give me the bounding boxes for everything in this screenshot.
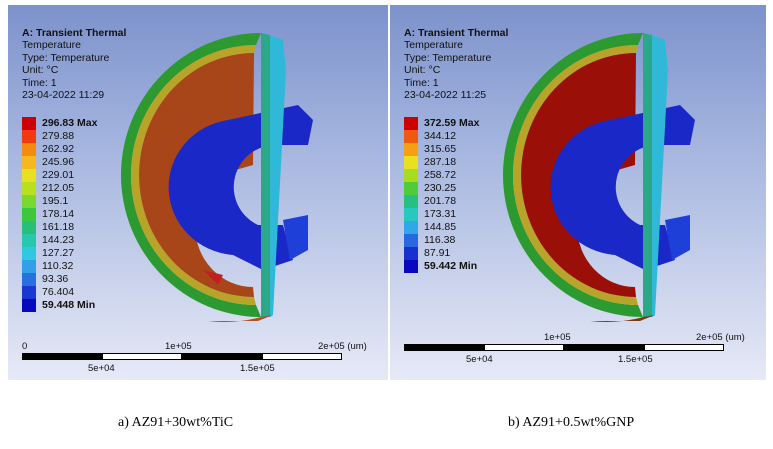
legend-label: 87.91 — [424, 247, 451, 259]
legend-label: 116.38 — [424, 234, 456, 246]
scale-bar-segment — [564, 344, 644, 351]
legend-swatch — [404, 169, 418, 182]
result-unit: Unit: °C — [404, 64, 441, 77]
scale-tick-1-5e5: 1.5e+05 — [618, 354, 653, 365]
legend-swatch — [22, 156, 36, 169]
legend-swatch — [22, 117, 36, 130]
legend-label: 59.448 Min — [42, 299, 96, 311]
legend-swatch — [22, 273, 36, 286]
legend-label: 287.18 — [424, 156, 457, 168]
legend-label: 161.18 — [42, 221, 75, 233]
legend-label: 245.96 — [42, 156, 75, 168]
legend-swatch — [404, 234, 418, 247]
legend-swatch — [22, 143, 36, 156]
legend-swatch — [404, 117, 418, 130]
legend-swatch — [404, 260, 418, 273]
brake-disc-model-a — [121, 33, 313, 322]
result-name: Temperature — [404, 39, 463, 52]
scale-bar-segment — [22, 353, 102, 360]
legend-swatch — [404, 130, 418, 143]
panel-a-viewport[interactable]: A: Transient Thermal Temperature Type: T… — [8, 5, 388, 380]
scale-bar: 0 1e+05 2e+05 (um) 5e+04 1.5e+05 — [22, 341, 367, 380]
legend-label: 279.88 — [42, 130, 75, 142]
scale-bar-segment — [484, 344, 564, 351]
legend-swatch — [404, 208, 418, 221]
legend-label: 144.23 — [42, 234, 75, 246]
scale-bar-segment — [404, 344, 484, 351]
legend-swatch — [404, 156, 418, 169]
scale-bar-segment — [262, 353, 342, 360]
scale-tick-5e4: 5e+04 — [466, 354, 493, 365]
legend-label: 173.31 — [424, 208, 457, 220]
scale-tick-0: 0 — [22, 341, 28, 352]
scale-bar-segment — [182, 353, 262, 360]
scale-tick-1e5: 1e+05 — [544, 332, 571, 343]
result-unit: Unit: °C — [22, 64, 59, 77]
legend-label: 178.14 — [42, 208, 75, 220]
legend-label: 110.32 — [42, 260, 74, 272]
result-date: 23-04-2022 11:29 — [22, 89, 105, 102]
brake-disc-model-b — [503, 33, 695, 322]
legend-label: 59.442 Min — [424, 260, 478, 272]
legend-swatch — [22, 208, 36, 221]
scale-tick-2e5: 2e+05 (um) — [696, 332, 745, 343]
panel-b-viewport[interactable]: A: Transient Thermal Temperature Type: T… — [390, 5, 766, 380]
analysis-title: A: Transient Thermal — [404, 27, 509, 39]
legend-swatch — [22, 299, 36, 312]
scale-tick-5e4: 5e+04 — [88, 363, 115, 374]
result-date: 23-04-2022 11:25 — [404, 89, 487, 102]
legend-label: 258.72 — [424, 169, 457, 181]
result-time: Time: 1 — [404, 76, 439, 89]
legend-label: 127.27 — [42, 247, 75, 259]
legend-label: 372.59 Max — [424, 117, 480, 129]
result-type: Type: Temperature — [22, 51, 110, 64]
caption-a: a) AZ91+30wt%TiC — [118, 415, 234, 430]
legend-label: 195.1 — [42, 195, 69, 207]
caption-b: b) AZ91+0.5wt%GNP — [508, 415, 635, 430]
legend-swatch — [22, 260, 36, 273]
result-info-block: A: Transient Thermal Temperature Type: T… — [404, 27, 508, 101]
legend-swatch — [22, 286, 36, 299]
legend-swatch — [22, 182, 36, 195]
scale-bar-segment — [644, 344, 724, 351]
scale-tick-1-5e5: 1.5e+05 — [240, 363, 275, 374]
legend-label: 76.404 — [42, 286, 75, 298]
result-type: Type: Temperature — [404, 51, 492, 64]
legend-label: 230.25 — [424, 182, 457, 194]
result-name: Temperature — [22, 39, 81, 52]
legend-swatch — [22, 130, 36, 143]
legend-swatch — [404, 247, 418, 260]
legend-label: 296.83 Max — [42, 117, 98, 129]
legend-label: 201.78 — [424, 195, 457, 207]
scale-bar: 1e+05 2e+05 (um) 5e+04 1.5e+05 — [404, 332, 754, 372]
legend-label: 144.85 — [424, 221, 457, 233]
legend-label: 93.36 — [42, 273, 69, 285]
legend-label: 262.92 — [42, 143, 75, 155]
analysis-title: A: Transient Thermal — [22, 27, 127, 39]
legend-label: 315.65 — [424, 143, 457, 155]
legend-swatch — [22, 247, 36, 260]
legend-swatch — [404, 221, 418, 234]
legend-swatch — [22, 234, 36, 247]
result-time: Time: 1 — [22, 76, 57, 89]
legend-swatch — [404, 143, 418, 156]
result-info-block: A: Transient Thermal Temperature Type: T… — [22, 27, 126, 101]
legend-label: 344.12 — [424, 130, 457, 142]
legend-swatch — [22, 169, 36, 182]
legend-swatch — [404, 182, 418, 195]
legend-swatch — [404, 195, 418, 208]
legend-label: 212.05 — [42, 182, 75, 194]
scale-tick-2e5: 2e+05 (um) — [318, 341, 367, 352]
legend-label: 229.01 — [42, 169, 75, 181]
scale-tick-1e5: 1e+05 — [165, 341, 192, 352]
legend-swatch — [22, 195, 36, 208]
scale-bar-segment — [102, 353, 182, 360]
legend-swatch — [22, 221, 36, 234]
